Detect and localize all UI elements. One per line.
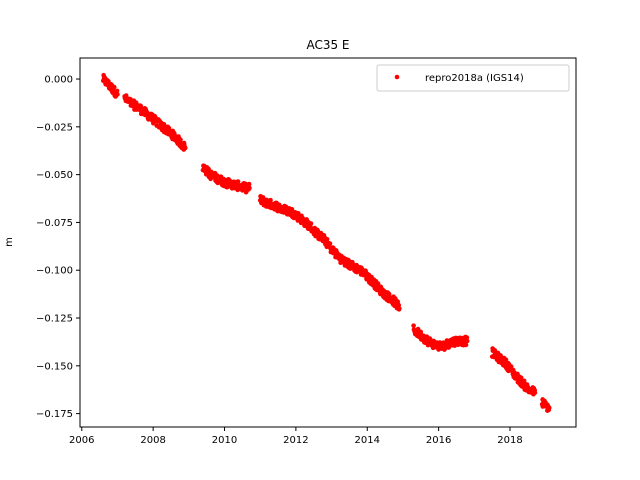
- x-tick-label: 2016: [426, 435, 451, 446]
- chart-title: AC35 E: [306, 38, 349, 52]
- data-point: [327, 241, 333, 246]
- data-point: [247, 185, 252, 191]
- data-point: [464, 335, 470, 340]
- y-tick-label: −0.075: [36, 218, 73, 229]
- data-point: [532, 390, 538, 395]
- x-tick-label: 2018: [497, 435, 522, 446]
- y-tick-label: −0.125: [36, 314, 73, 325]
- data-point: [464, 338, 470, 344]
- data-point: [397, 306, 402, 311]
- data-point: [111, 84, 117, 90]
- data-point: [178, 137, 183, 142]
- data-point: [106, 79, 111, 84]
- x-axis: 2006 2008 2010 2012 2014 2016 2018: [69, 427, 523, 446]
- data-point: [521, 378, 527, 384]
- data-point: [503, 357, 509, 362]
- y-tick-label: −0.150: [36, 361, 73, 372]
- data-point: [235, 179, 241, 184]
- data-point: [289, 207, 295, 212]
- x-tick-label: 2014: [355, 435, 380, 446]
- data-point: [463, 342, 469, 348]
- data-point: [182, 145, 188, 151]
- y-tick-label: 0.000: [44, 75, 73, 86]
- y-tick-label: −0.025: [36, 122, 73, 133]
- y-axis: 0.000 −0.025 −0.050 −0.075 −0.100 −0.125 −0.15…: [36, 75, 80, 420]
- data-point: [114, 88, 120, 94]
- y-tick-label: −0.100: [36, 266, 73, 277]
- legend-marker: [394, 74, 400, 80]
- data-point: [214, 173, 220, 178]
- data-point: [123, 93, 129, 98]
- x-tick-label: 2012: [283, 435, 308, 446]
- x-tick-label: 2008: [140, 435, 165, 446]
- y-tick-label: −0.175: [36, 409, 73, 420]
- data-point: [324, 236, 330, 242]
- x-tick-label: 2006: [69, 435, 94, 446]
- data-point: [411, 323, 416, 328]
- data-point: [308, 221, 314, 226]
- y-axis-label: m: [4, 237, 15, 247]
- y-tick-label: −0.050: [36, 170, 73, 181]
- plot-area: [79, 57, 577, 428]
- data-points: [100, 72, 552, 413]
- x-tick-label: 2010: [212, 435, 237, 446]
- data-point: [115, 92, 120, 97]
- legend-box: [376, 64, 570, 92]
- data-point: [268, 197, 273, 203]
- legend: repro2018a (IGS14): [376, 64, 570, 92]
- data-point: [546, 405, 552, 411]
- legend-label: repro2018a (IGS14): [425, 73, 524, 84]
- data-point: [246, 181, 252, 187]
